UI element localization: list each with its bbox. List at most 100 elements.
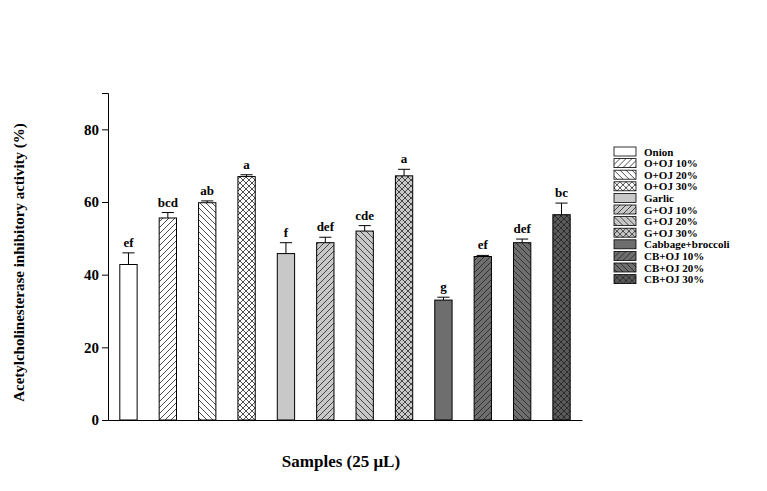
error-bar bbox=[122, 253, 134, 265]
legend-swatch bbox=[614, 193, 636, 202]
bar bbox=[395, 176, 412, 420]
y-tick-label: 80 bbox=[84, 122, 99, 138]
error-stem bbox=[522, 239, 523, 243]
legend-entry: O+OJ 30% bbox=[614, 180, 698, 192]
error-bar bbox=[437, 297, 449, 300]
annotation: def bbox=[513, 221, 531, 236]
error-bar bbox=[241, 175, 253, 177]
legend-entry: Cabbage+broccoli bbox=[614, 238, 730, 250]
error-bar bbox=[201, 201, 213, 203]
error-stem bbox=[128, 253, 129, 265]
error-stem bbox=[404, 169, 405, 176]
bar bbox=[513, 243, 530, 420]
legend-label: Onion bbox=[644, 146, 673, 158]
bar bbox=[435, 300, 452, 420]
annotations: efbcdabafdefcdeagefdefbc bbox=[123, 151, 568, 294]
bar bbox=[120, 264, 137, 420]
y-axis-line bbox=[102, 94, 109, 421]
legend-swatch bbox=[614, 182, 636, 191]
bar bbox=[277, 254, 294, 420]
y-tick: 80 bbox=[84, 122, 108, 138]
bar bbox=[356, 231, 373, 420]
legend-label: O+OJ 10% bbox=[644, 157, 698, 169]
legend-label: G+OJ 20% bbox=[644, 215, 698, 227]
annotation: bc bbox=[555, 185, 568, 200]
y-axis-title: Acetylcholinesterase inhibitory activity… bbox=[11, 123, 28, 402]
legend-swatch bbox=[614, 159, 636, 168]
y-tick-mark bbox=[102, 275, 108, 276]
annotation: a bbox=[243, 157, 250, 172]
legend-swatch bbox=[614, 228, 636, 237]
legend-entry: G+OJ 10% bbox=[614, 204, 698, 216]
error-cap bbox=[280, 242, 292, 243]
error-cap bbox=[477, 255, 489, 256]
annotation: ef bbox=[123, 235, 134, 250]
legend-swatch bbox=[614, 275, 636, 284]
legend-entry: O+OJ 10% bbox=[614, 157, 698, 169]
y-tick: 60 bbox=[84, 194, 108, 210]
error-cap bbox=[162, 212, 174, 213]
legend-entry: G+OJ 30% bbox=[614, 227, 698, 239]
legend-label: CB+OJ 10% bbox=[644, 250, 704, 262]
legend-entry: Onion bbox=[614, 146, 673, 158]
bars bbox=[120, 169, 570, 420]
error-bar bbox=[359, 226, 371, 231]
error-cap bbox=[398, 169, 410, 170]
y-tick: 0 bbox=[92, 412, 109, 428]
bar bbox=[199, 203, 216, 420]
error-cap bbox=[241, 174, 253, 175]
legend-entry: O+OJ 20% bbox=[614, 169, 698, 181]
y-tick: 20 bbox=[84, 340, 108, 356]
error-cap bbox=[122, 252, 134, 253]
annotation: ef bbox=[478, 237, 489, 252]
y-tick: 40 bbox=[84, 267, 108, 283]
legend-entry: Garlic bbox=[614, 192, 674, 204]
legend-label: Garlic bbox=[644, 192, 674, 204]
y-tick-label: 40 bbox=[84, 267, 99, 283]
legend-entry: G+OJ 20% bbox=[614, 215, 698, 227]
y-tick-mark bbox=[102, 129, 108, 130]
legend-entry: CB+OJ 10% bbox=[614, 250, 704, 262]
bar bbox=[553, 215, 570, 420]
legend-swatch bbox=[614, 240, 636, 249]
error-bar bbox=[162, 213, 174, 218]
legend-swatch bbox=[614, 263, 636, 272]
chart: efbcdabafdefcdeagefdefbc020406080Acetylc… bbox=[0, 0, 767, 491]
legend-label: G+OJ 30% bbox=[644, 227, 698, 239]
error-cap bbox=[319, 237, 331, 238]
annotation: f bbox=[284, 225, 289, 240]
bar bbox=[238, 177, 255, 420]
legend-swatch bbox=[614, 217, 636, 226]
plot: efbcdabafdefcdeagefdefbc020406080 bbox=[84, 94, 583, 429]
legend-label: CB+OJ 30% bbox=[644, 273, 704, 285]
error-cap bbox=[359, 225, 371, 226]
error-stem bbox=[325, 237, 326, 242]
annotation: ab bbox=[200, 183, 214, 198]
legend-label: G+OJ 10% bbox=[644, 204, 698, 216]
bar bbox=[317, 243, 334, 420]
legend-swatch bbox=[614, 170, 636, 179]
y-tick-label: 0 bbox=[92, 412, 100, 428]
legend-entry: CB+OJ 20% bbox=[614, 262, 704, 274]
error-cap bbox=[437, 297, 449, 298]
x-axis bbox=[109, 420, 583, 421]
y-tick-label: 60 bbox=[84, 194, 99, 210]
error-stem bbox=[285, 243, 286, 254]
legend-swatch bbox=[614, 147, 636, 156]
error-bar bbox=[319, 237, 331, 242]
error-cap bbox=[516, 239, 528, 240]
x-axis-title: Samples (25 μL) bbox=[282, 452, 400, 471]
error-bar bbox=[516, 239, 528, 243]
legend-label: Cabbage+broccoli bbox=[644, 238, 730, 250]
legend-label: O+OJ 20% bbox=[644, 169, 698, 181]
error-stem bbox=[561, 203, 562, 215]
annotation: bcd bbox=[158, 195, 179, 210]
legend: OnionO+OJ 10%O+OJ 20%O+OJ 30%GarlicG+OJ … bbox=[614, 146, 730, 286]
error-stem bbox=[167, 213, 168, 218]
error-bar bbox=[555, 203, 567, 215]
legend-label: O+OJ 30% bbox=[644, 180, 698, 192]
annotation: def bbox=[317, 219, 335, 234]
error-bar bbox=[398, 169, 410, 176]
legend-entry: CB+OJ 30% bbox=[614, 273, 704, 285]
x-axis-line bbox=[109, 420, 583, 421]
